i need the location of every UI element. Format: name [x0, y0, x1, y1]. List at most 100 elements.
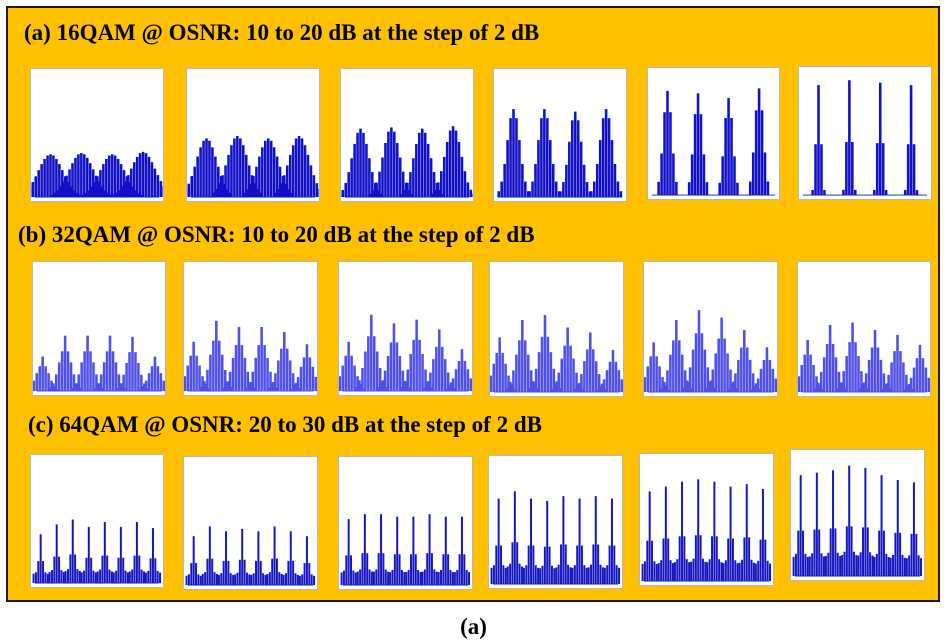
histogram-bar	[122, 374, 125, 392]
histogram-bar	[842, 371, 845, 393]
histogram-bar	[728, 388, 731, 393]
histogram-bar	[308, 357, 312, 392]
histogram-bar	[853, 189, 857, 196]
histogram-svg	[644, 310, 777, 393]
histogram-bar	[286, 165, 289, 198]
histogram-bar	[103, 521, 106, 584]
histogram-bar	[748, 537, 751, 582]
histogram-bar	[135, 156, 139, 198]
histogram-bar	[125, 362, 128, 392]
histogram-bar	[503, 163, 506, 198]
histogram-bar	[259, 560, 262, 586]
histogram-bar	[560, 544, 563, 585]
histogram-bar	[112, 572, 115, 584]
histogram-svg	[341, 126, 473, 198]
histogram-bar	[554, 181, 558, 198]
histogram-bar	[268, 572, 271, 586]
histogram-bar	[268, 387, 271, 392]
histogram-bar	[92, 362, 95, 392]
histogram-bar	[453, 572, 456, 586]
histogram-bar	[294, 138, 298, 198]
histogram-bar	[138, 555, 141, 584]
histogram-bar	[100, 186, 104, 198]
histogram-bar	[297, 135, 301, 198]
histogram-svg	[340, 514, 471, 586]
histogram-bar	[116, 158, 120, 198]
histogram-bar	[738, 562, 741, 582]
histogram-bar	[534, 368, 538, 393]
histogram-64qam-osnr-26	[488, 455, 623, 589]
histogram-bar	[117, 374, 121, 392]
histogram-bar	[552, 368, 556, 393]
histogram-bar	[537, 352, 541, 393]
histogram-bar	[697, 310, 701, 393]
histogram-bar	[50, 570, 53, 584]
histogram-bar	[80, 572, 83, 584]
histogram-bar	[881, 389, 884, 393]
histogram-bar	[613, 545, 616, 585]
histogram-bar	[705, 388, 709, 393]
histogram-bar	[89, 351, 92, 392]
histogram-bar	[490, 567, 493, 585]
histogram-bar	[184, 376, 187, 392]
histogram-bar	[347, 172, 350, 198]
histogram-bar	[873, 189, 876, 196]
histogram-bar	[245, 387, 249, 392]
histogram-bar	[917, 555, 920, 577]
histogram-bar	[124, 570, 127, 584]
histogram-bar	[696, 93, 700, 196]
histogram-bar	[374, 182, 377, 198]
histogram-bar	[583, 361, 586, 393]
histogram-bar	[605, 370, 609, 393]
histogram-bar	[574, 388, 577, 393]
histogram-bar	[848, 80, 851, 196]
histogram-bar	[530, 498, 533, 585]
histogram-bar	[912, 144, 916, 196]
histogram-bar	[685, 559, 688, 582]
histogram-bar	[62, 181, 65, 198]
histogram-bar	[247, 165, 251, 198]
histogram-bar	[229, 573, 232, 586]
histogram-bar	[275, 156, 279, 198]
histogram-bar	[539, 568, 542, 585]
histogram-bar	[444, 516, 447, 586]
histogram-bar	[253, 183, 257, 198]
histogram-bar	[153, 168, 157, 198]
histogram-bar	[743, 329, 746, 393]
histogram-bar	[217, 166, 220, 198]
histogram-bar	[39, 534, 42, 584]
histogram-svg	[33, 335, 165, 392]
histogram-bar	[423, 132, 427, 198]
histogram-bar	[615, 565, 618, 585]
histogram-bar	[676, 559, 679, 582]
histogram-bar	[543, 315, 547, 393]
histogram-bar	[418, 339, 421, 392]
histogram-bar	[733, 156, 736, 196]
histogram-bar	[723, 338, 726, 393]
histogram-bar	[246, 189, 249, 198]
histogram-bar	[222, 387, 226, 392]
histogram-bar	[442, 554, 445, 586]
histogram-bar	[871, 555, 874, 577]
histogram-bar	[560, 358, 564, 393]
histogram-bar	[218, 183, 221, 198]
histogram-bar	[663, 381, 666, 393]
histogram-bar	[433, 569, 436, 586]
histogram-bar	[653, 561, 656, 582]
histogram-bar	[502, 565, 505, 585]
histogram-bar	[248, 574, 251, 586]
histogram-bar	[406, 182, 409, 198]
histogram-bar	[680, 354, 684, 393]
histogram-bar	[215, 573, 218, 586]
histogram-bar	[238, 559, 241, 586]
histogram-bar	[585, 567, 588, 585]
histogram-bar	[206, 369, 209, 392]
histogram-bar	[57, 362, 61, 392]
histogram-bar	[366, 553, 369, 586]
histogram-bar	[102, 362, 106, 392]
histogram-bar	[445, 141, 449, 198]
histogram-bar	[58, 556, 61, 584]
histogram-bar	[604, 109, 608, 198]
histogram-bar	[239, 138, 242, 198]
histogram-bar	[243, 559, 246, 586]
